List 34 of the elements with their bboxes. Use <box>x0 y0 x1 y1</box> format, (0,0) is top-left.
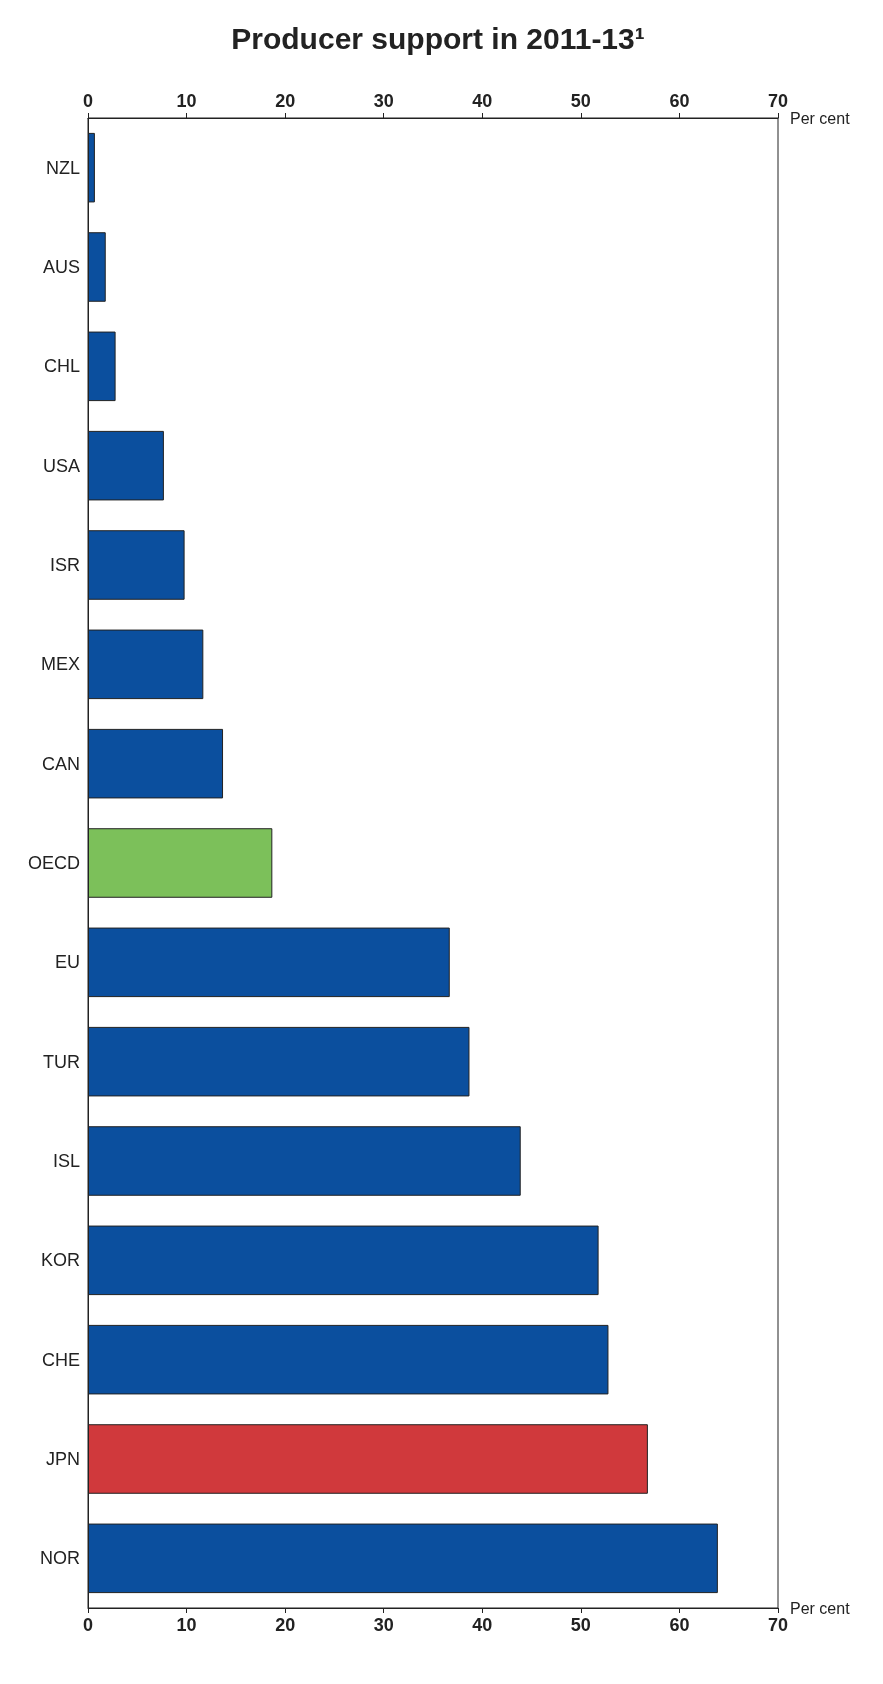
y-tick-label: CHL <box>43 356 80 377</box>
x-tick-label: 60 <box>669 1615 690 1635</box>
x2-tick-label: 70 <box>767 91 789 111</box>
y-tick-label: ISR <box>49 555 80 575</box>
x-tick-label: 50 <box>570 1615 591 1635</box>
y-tick-label: AUS <box>42 257 80 277</box>
chart-title: Producer support in 2011-13¹ <box>231 21 645 55</box>
x2-axis-title: Per cent <box>790 109 851 127</box>
x2-tick-label: 40 <box>472 91 493 111</box>
x-tick-label: 70 <box>767 1615 789 1635</box>
y-tick-label: OECD <box>27 853 80 873</box>
x2-tick-label: 0 <box>82 91 94 111</box>
y-tick-label: MEX <box>40 654 80 675</box>
x-tick-label: 40 <box>472 1615 493 1635</box>
x2-tick-label: 30 <box>373 91 394 111</box>
y-tick-label: JPN <box>45 1449 80 1469</box>
x-tick-label: 30 <box>373 1615 394 1635</box>
x2-tick-label: 50 <box>570 91 591 111</box>
y-tick-label: CAN <box>41 753 80 774</box>
y-tick-label: KOR <box>40 1250 80 1271</box>
x2-tick-label: 10 <box>176 91 197 111</box>
x-tick-label: 20 <box>275 1615 296 1635</box>
y-tick-label: NZL <box>45 157 80 178</box>
x-axis-title: Per cent <box>790 1599 851 1617</box>
y-tick-label: ISL <box>52 1151 80 1171</box>
x-tick-label: 0 <box>82 1615 94 1635</box>
y-tick-label: EU <box>54 952 80 973</box>
y-tick-label: USA <box>42 455 80 476</box>
y-tick-label: CHE <box>41 1349 80 1370</box>
y-tick-label: NOR <box>40 1548 80 1569</box>
x2-tick-label: 60 <box>669 91 690 111</box>
x2-tick-label: 20 <box>275 91 296 111</box>
x-tick-label: 10 <box>176 1615 197 1635</box>
y-tick-label: TUR <box>43 1051 80 1072</box>
